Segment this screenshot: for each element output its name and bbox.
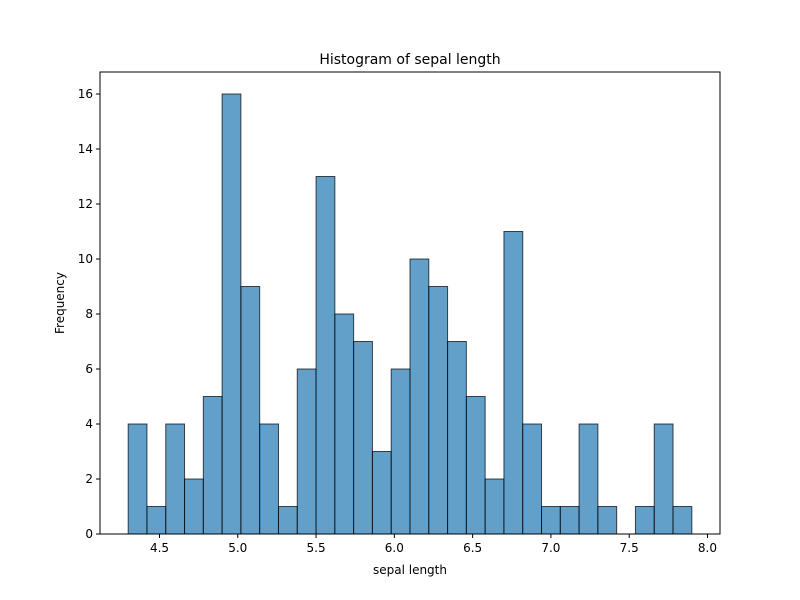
y-axis-label: Frequency xyxy=(53,272,67,334)
y-axis: 0 2 4 6 8 10 12 14 16 xyxy=(78,87,100,541)
y-tick-label: 2 xyxy=(85,472,93,486)
histogram-bar xyxy=(578,423,599,535)
y-tick-label: 4 xyxy=(85,417,93,431)
bars-group xyxy=(127,93,693,535)
x-tick-label: 5.0 xyxy=(228,541,247,555)
x-tick-label: 6.5 xyxy=(463,541,482,555)
x-tick-label: 6.0 xyxy=(385,541,404,555)
histogram-bar xyxy=(353,341,373,535)
y-tick-label: 8 xyxy=(85,307,93,321)
histogram-bar xyxy=(221,93,242,535)
histogram-bar xyxy=(465,396,486,535)
y-tick-label: 12 xyxy=(78,197,93,211)
histogram-bar xyxy=(184,478,204,535)
histogram-bar xyxy=(409,258,430,535)
histogram-bar xyxy=(653,423,674,535)
histogram-bar xyxy=(240,286,261,535)
histogram-bar xyxy=(259,423,279,535)
histogram-bar xyxy=(428,286,449,535)
x-axis-label: sepal length xyxy=(373,563,447,577)
histogram-bar xyxy=(597,506,618,535)
x-tick-label: 7.0 xyxy=(541,541,560,555)
y-tick-label: 10 xyxy=(78,252,93,266)
histogram-bar xyxy=(672,506,693,535)
histogram-bar xyxy=(334,313,355,535)
y-tick-label: 16 xyxy=(78,87,93,101)
x-tick-label: 5.5 xyxy=(307,541,326,555)
histogram-bar xyxy=(315,176,336,535)
histogram-bar xyxy=(146,506,167,535)
x-tick-label: 4.5 xyxy=(150,541,169,555)
y-tick-label: 0 xyxy=(85,527,93,541)
histogram-bar xyxy=(277,506,298,535)
histogram-bar xyxy=(165,423,186,535)
histogram-bar xyxy=(503,231,524,535)
chart-title: Histogram of sepal length xyxy=(319,52,500,68)
histogram-bar xyxy=(541,506,561,535)
histogram-bar xyxy=(390,368,411,535)
histogram-bar xyxy=(202,396,223,535)
histogram-bar xyxy=(484,478,505,535)
histogram-bar xyxy=(127,423,148,535)
x-axis: 4.5 5.0 5.5 6.0 6.5 7.0 7.5 8.0 xyxy=(150,534,717,555)
histogram-bar xyxy=(634,506,655,535)
histogram-bar xyxy=(522,423,543,535)
histogram-bar xyxy=(371,451,392,535)
histogram-bar xyxy=(447,341,467,535)
histogram-bar xyxy=(296,368,317,535)
plot-frame xyxy=(99,71,721,535)
y-tick-label: 14 xyxy=(78,142,93,156)
histogram-bar xyxy=(559,506,580,535)
x-tick-label: 8.0 xyxy=(698,541,717,555)
y-tick-label: 6 xyxy=(85,362,93,376)
x-tick-label: 7.5 xyxy=(620,541,639,555)
